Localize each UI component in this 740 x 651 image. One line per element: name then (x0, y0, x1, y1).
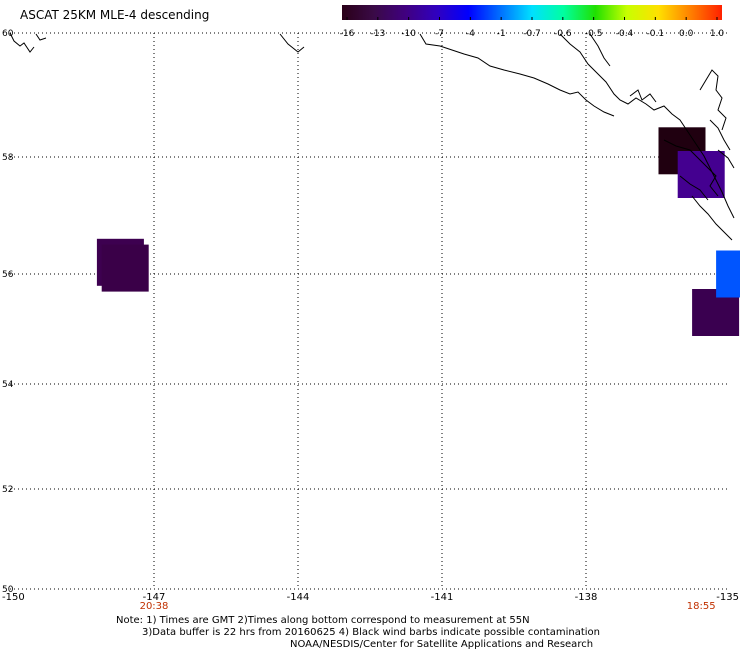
mle-data-cell (716, 250, 740, 298)
graticule (10, 32, 730, 590)
latitude-label: 50 (2, 585, 14, 595)
colorbar-label: -0.5 (585, 29, 603, 39)
data-cells (96, 127, 740, 336)
longitude-label: -138 (575, 592, 598, 603)
colorbar-label: -10 (401, 29, 416, 39)
colorbar-label: -7 (435, 29, 444, 39)
colorbar-label: -0.1 (647, 29, 665, 39)
note-line-1: Note: 1) Times are GMT 2)Times along bot… (116, 615, 530, 626)
time-label-right: 18:55 (687, 601, 716, 612)
coastline (9, 32, 735, 241)
colorbar-label: 0.0 (679, 29, 694, 39)
latitude-label: 60 (2, 29, 14, 39)
colorbar-label: -0.7 (523, 29, 541, 39)
longitude-label: -144 (287, 592, 310, 603)
colorbar-label: -0.4 (616, 29, 634, 39)
latitude-label: 52 (2, 485, 13, 495)
longitude-label: -147 (143, 592, 166, 603)
note-line-3: NOAA/NESDIS/Center for Satellite Applica… (290, 639, 594, 650)
colorbar-label: -0.6 (554, 29, 572, 39)
longitude-label: -150 (2, 592, 25, 603)
mle-data-cell (101, 244, 149, 292)
colorbar-label: -13 (370, 29, 385, 39)
longitude-label: -135 (716, 592, 739, 603)
time-label-left: 20:38 (140, 601, 169, 612)
note-line-2: 3)Data buffer is 22 hrs from 20160625 4)… (142, 627, 600, 638)
colorbar-label: -16 (340, 29, 355, 39)
colorbar-label: -1 (497, 29, 506, 39)
colorbar: -16 -13 -10 -7 -4 -1 -0.7 -0.6 -0.5 -0.4 -0.1 0.0 1.… (340, 5, 725, 39)
map-title: ASCAT 25KM MLE-4 descending (20, 8, 210, 22)
axis-labels: 60 58 56 54 52 50-150 -147 -144 -141 -138 -135 20:3… (2, 29, 739, 612)
colorbar-gradient (342, 5, 722, 20)
colorbar-label: -4 (466, 29, 475, 39)
latitude-label: 58 (2, 153, 14, 163)
latitude-label: 54 (2, 380, 14, 390)
latitude-label: 56 (2, 270, 14, 280)
longitude-label: -141 (431, 592, 454, 603)
mle-data-cell (677, 151, 725, 198)
colorbar-label: 1.0 (710, 29, 725, 39)
